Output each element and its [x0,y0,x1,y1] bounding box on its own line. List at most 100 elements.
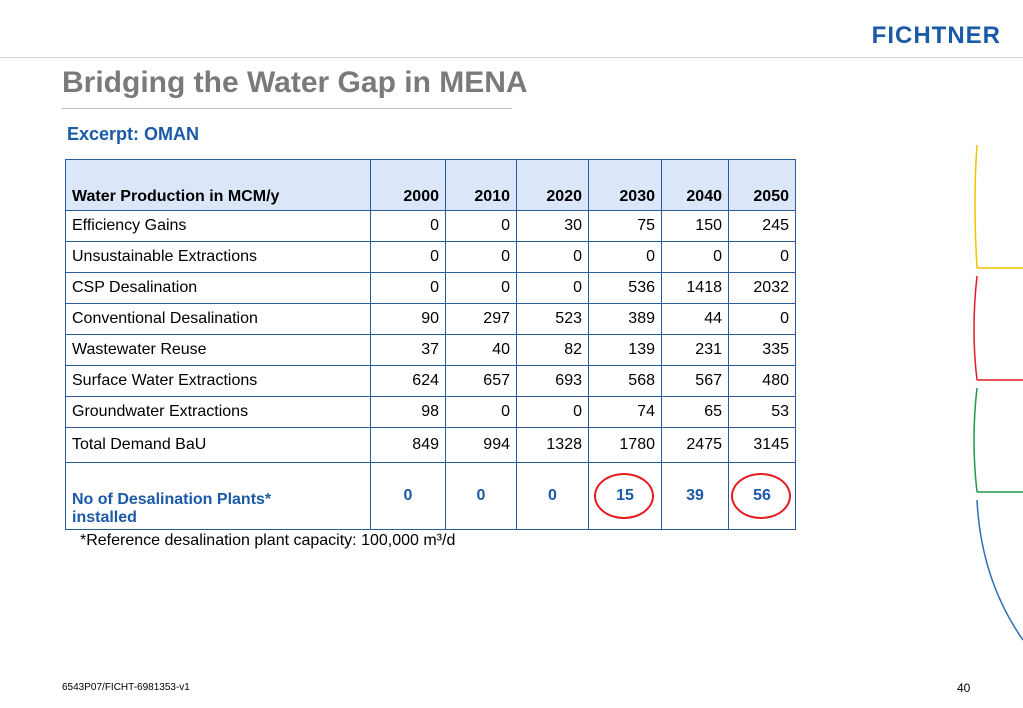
row-label: Surface Water Extractions [65,365,371,397]
table-cell: 150 [661,210,729,242]
green-arc [973,387,978,493]
table-cell: 568 [588,365,662,397]
red-arc [973,275,978,381]
table-cell: 624 [370,365,446,397]
desalination-plants-row: No of Desalination Plants* installed 0 0… [65,462,796,530]
table-row: CSP Desalination 0 0 0 536 1418 2032 [65,272,796,304]
table-cell: 90 [370,303,446,335]
table-cell: 0 [661,241,729,273]
table-cell: 0 [445,210,517,242]
plants-cell-circled: 56 [728,462,796,530]
table-cell: 693 [516,365,589,397]
plants-cell: 0 [370,462,446,530]
plants-value: 39 [686,487,704,504]
water-production-table: Water Production in MCM/y 2000 2010 2020… [65,159,796,530]
table-row: Groundwater Extractions 98 0 0 74 65 53 [65,396,796,428]
table-row: Unsustainable Extractions 0 0 0 0 0 0 [65,241,796,273]
plants-value: 15 [616,487,634,504]
table-cell: 3145 [728,427,796,463]
table-cell: 0 [516,241,589,273]
header-year: 2040 [661,159,729,211]
slide-subtitle: Excerpt: OMAN [67,124,200,144]
table-cell: 40 [445,334,517,366]
title-underline [62,108,512,109]
row-label: CSP Desalination [65,272,371,304]
table-header-row: Water Production in MCM/y 2000 2010 2020… [65,159,796,211]
table-cell: 245 [728,210,796,242]
plants-cell: 39 [661,462,729,530]
plants-row-label: No of Desalination Plants* installed [65,462,371,530]
table-cell: 1418 [661,272,729,304]
plants-value: 0 [403,487,413,504]
header-year: 2030 [588,159,662,211]
row-label: Conventional Desalination [65,303,371,335]
row-label: Groundwater Extractions [65,396,371,428]
table-cell: 0 [445,241,517,273]
row-label: Efficiency Gains [65,210,371,242]
table-row: Wastewater Reuse 37 40 82 139 231 335 [65,334,796,366]
header-year: 2000 [370,159,446,211]
slide-title: Bridging the Water Gap in MENA [62,66,528,99]
table-cell: 389 [588,303,662,335]
table-cell: 335 [728,334,796,366]
table-cell: 0 [516,272,589,304]
table-cell: 98 [370,396,446,428]
table-cell: 231 [661,334,729,366]
table-row-total: Total Demand BaU 849 994 1328 1780 2475 … [65,427,796,463]
footnote: *Reference desalination plant capacity: … [80,532,456,549]
row-label: Unsustainable Extractions [65,241,371,273]
header-label: Water Production in MCM/y [65,159,371,211]
table-cell: 536 [588,272,662,304]
table-cell: 1328 [516,427,589,463]
table-cell: 0 [445,396,517,428]
header-year: 2020 [516,159,589,211]
header-divider [0,57,1023,58]
plants-cell-circled: 15 [588,462,662,530]
table-cell: 0 [445,272,517,304]
header-year: 2010 [445,159,517,211]
yellow-arc [974,144,978,269]
table-cell: 523 [516,303,589,335]
table-cell: 30 [516,210,589,242]
plants-value: 0 [548,487,557,504]
table-cell: 2032 [728,272,796,304]
header-year: 2050 [728,159,796,211]
table-row: Efficiency Gains 0 0 30 75 150 245 [65,210,796,242]
table-cell: 0 [516,396,589,428]
table-cell: 994 [445,427,517,463]
table-cell: 65 [661,396,729,428]
table-cell: 82 [516,334,589,366]
table-cell: 75 [588,210,662,242]
table-cell: 0 [728,303,796,335]
table-cell: 849 [370,427,446,463]
table-cell: 297 [445,303,517,335]
plants-cell: 0 [445,462,517,530]
table-cell: 0 [588,241,662,273]
table-row: Conventional Desalination 90 297 523 389… [65,303,796,335]
table-cell: 0 [370,241,446,273]
table-cell: 0 [728,241,796,273]
document-id: 6543P07/FICHT-6981353-v1 [62,682,190,693]
table-cell: 53 [728,396,796,428]
table-cell: 567 [661,365,729,397]
row-label: Wastewater Reuse [65,334,371,366]
plants-cell: 0 [516,462,589,530]
plants-value: 0 [476,487,486,504]
plants-label-text: No of Desalination Plants* installed [72,491,272,526]
table-cell: 139 [588,334,662,366]
table-row: Surface Water Extractions 624 657 693 56… [65,365,796,397]
highlight-circle [731,473,791,519]
page-number: 40 [957,681,971,695]
fichtner-logo: FICHTNER [871,22,1001,49]
table-cell: 37 [370,334,446,366]
plants-value: 56 [753,487,771,504]
table-cell: 1780 [588,427,662,463]
table-cell: 0 [370,210,446,242]
table-cell: 657 [445,365,517,397]
blue-arc [976,499,1023,641]
table-cell: 74 [588,396,662,428]
decorative-arcs [973,144,1023,641]
table-cell: 2475 [661,427,729,463]
highlight-circle [594,473,654,519]
table-cell: 480 [728,365,796,397]
